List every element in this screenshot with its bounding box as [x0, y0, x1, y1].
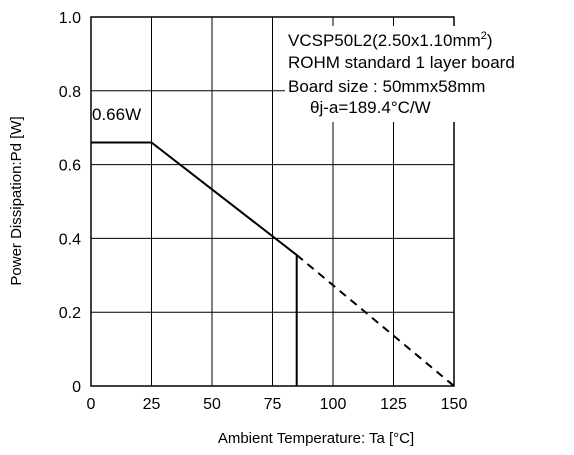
y-tick-label: 0.6 [59, 158, 81, 175]
x-tick-label: 25 [143, 396, 161, 413]
plot-frame [90, 16, 455, 387]
derating-line-solid [91, 141, 298, 386]
point-label: 0.66W [92, 105, 141, 124]
annotation-box-background [285, 26, 573, 122]
y-tick-label: 0 [72, 379, 81, 396]
x-tick-label: 150 [441, 396, 468, 413]
x-axis-title: Ambient Temperature: Ta [°C] [218, 430, 414, 447]
annotation-board: ROHM standard 1 layer board [288, 53, 515, 72]
y-tick-label: 0.2 [59, 305, 81, 322]
x-tick-labels: 0 25 50 75 100 125 150 [87, 396, 468, 413]
annotation-board-size: Board size : 50mmx58mm [288, 77, 485, 96]
y-tick-label: 0.8 [59, 84, 81, 101]
annotation-box: VCSP50L2(2.50x1.10mm2) ROHM standard 1 l… [285, 26, 573, 122]
y-tick-labels: 0 0.2 0.4 0.6 0.8 1.0 [59, 10, 81, 396]
annotation-thermal-resistance: θj-a=189.4°C/W [310, 98, 431, 117]
series-layer [91, 141, 455, 387]
x-tick-label: 100 [320, 396, 347, 413]
x-tick-label: 125 [380, 396, 407, 413]
x-tick-label: 50 [203, 396, 221, 413]
derating-line-dashed [296, 254, 455, 387]
annotation-package: VCSP50L2(2.50x1.10mm2) [288, 30, 493, 50]
y-tick-label: 1.0 [59, 10, 81, 27]
y-axis-title: Power Dissipation:Pd [W] [8, 116, 25, 285]
x-tick-label: 0 [87, 396, 96, 413]
x-tick-label: 75 [264, 396, 282, 413]
y-tick-label: 0.4 [59, 231, 81, 248]
